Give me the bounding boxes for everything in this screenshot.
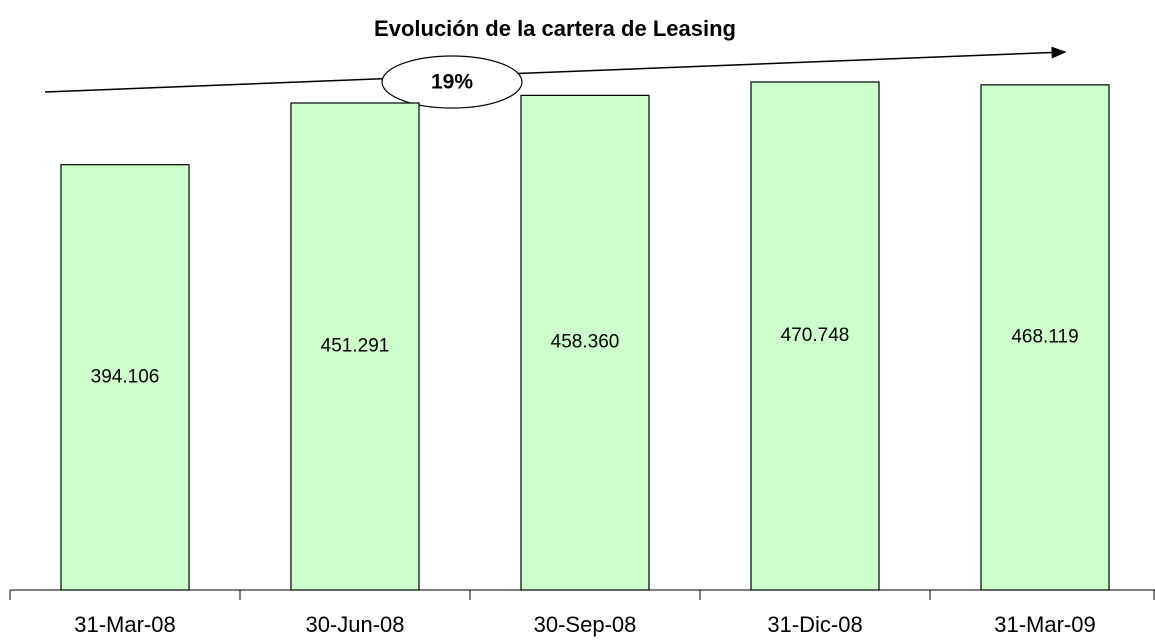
x-tick-label: 31-Mar-09 (994, 612, 1095, 637)
trend-arrow (44, 46, 1067, 93)
chart-title: Evolución de la cartera de Leasing (374, 16, 736, 41)
bar (60, 164, 190, 591)
bar (520, 94, 650, 591)
bar (290, 102, 420, 591)
value-label: 451.291 (321, 336, 390, 357)
plot: 394.106 31-Mar-08 451.291 30-Jun-08 458.360 3… (9, 81, 1155, 637)
x-tick-label: 30-Sep-08 (534, 612, 637, 637)
x-tick-label: 31-Mar-08 (74, 612, 175, 637)
value-label: 394.106 (91, 366, 160, 387)
bar (750, 81, 880, 591)
annotation-bubble (381, 55, 523, 109)
value-label: 468.119 (1011, 326, 1078, 347)
value-label: 470.748 (781, 325, 850, 346)
x-tick-label: 31-Dic-08 (767, 612, 862, 637)
value-label: 458.360 (551, 332, 620, 353)
annotation: 19% (431, 71, 473, 94)
x-tick-label: 30-Jun-08 (305, 612, 404, 637)
